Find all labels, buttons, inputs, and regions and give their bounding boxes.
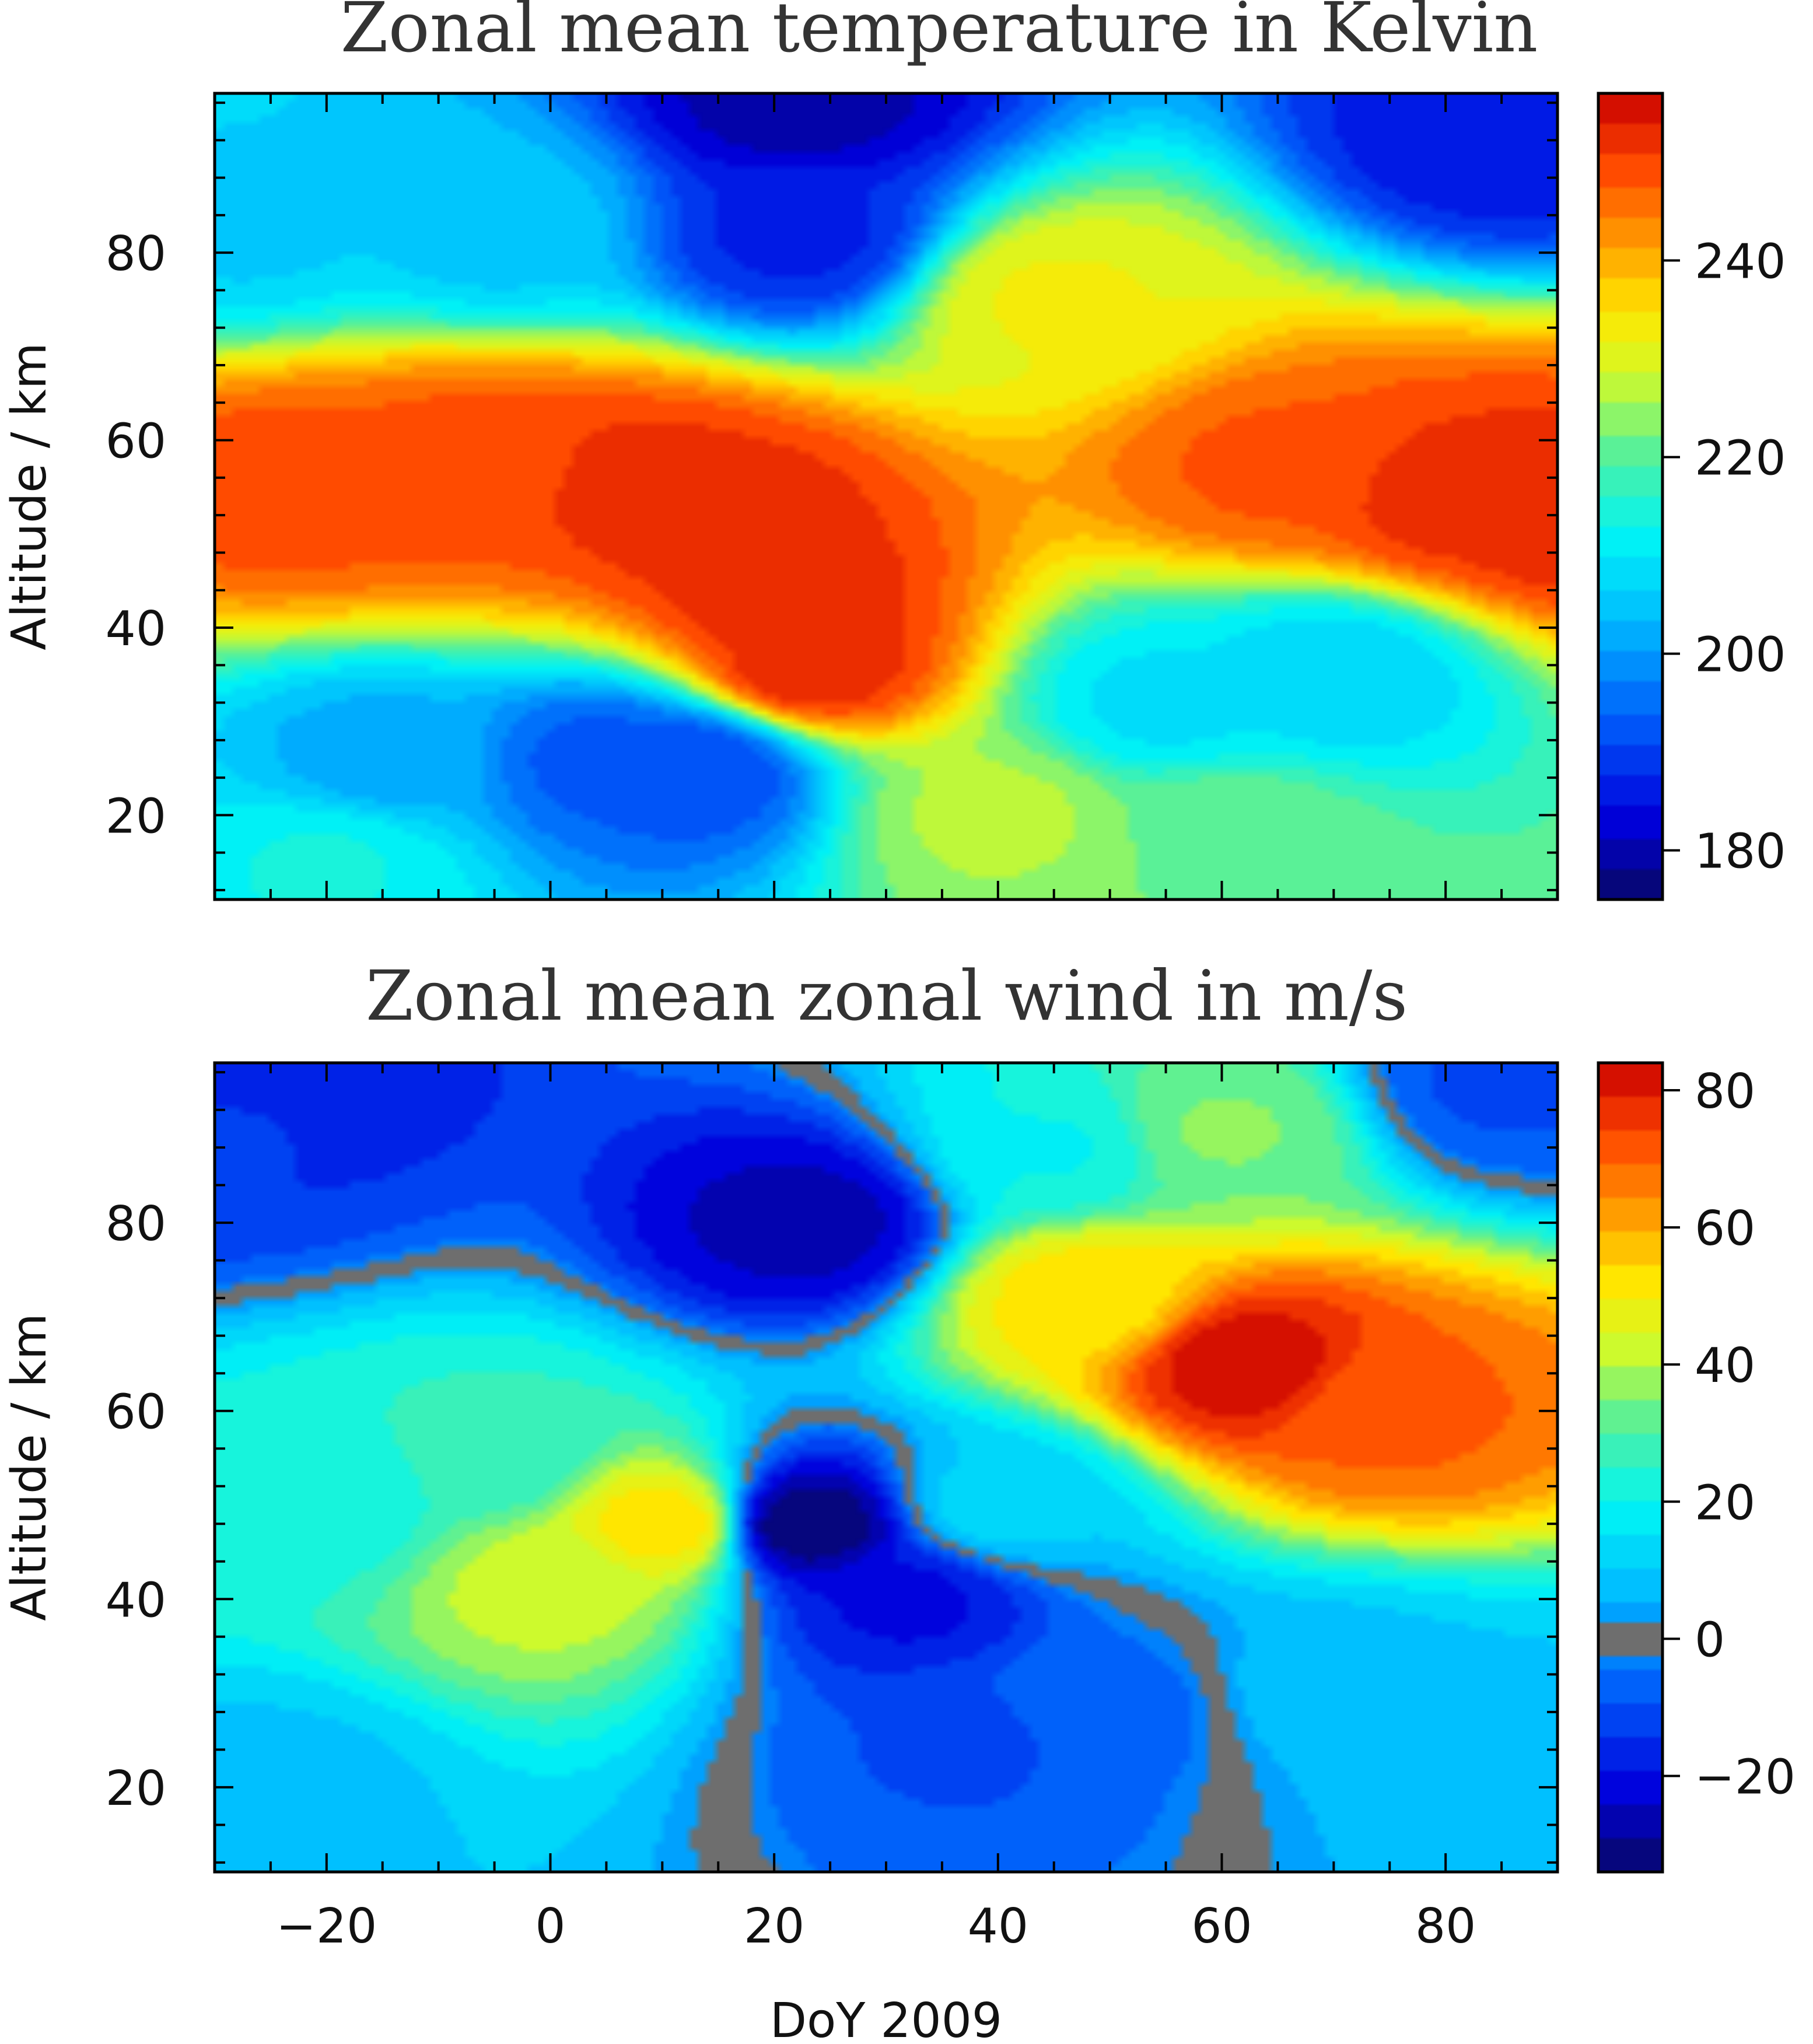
colorbar-tick-label: 220 <box>1695 431 1786 487</box>
x-tick-label: 60 <box>1191 1899 1252 1954</box>
x-axis-label: DoY 2009 <box>770 1993 1002 2044</box>
wind-colorbar-ticks: 0 20 40 60 80 −20 <box>1662 1064 1796 1805</box>
colorbar-tick-label: 60 <box>1695 1201 1755 1256</box>
colorbar-tick-label: 180 <box>1695 824 1786 880</box>
colorbar-tick-label: 240 <box>1695 235 1786 290</box>
x-tick-label: −20 <box>276 1899 377 1954</box>
y-tick-label: 60 <box>106 1385 166 1440</box>
y-tick-label: 60 <box>106 414 166 470</box>
temperature-colorbar-ticks: 180 200 220 240 <box>1662 235 1786 880</box>
temperature-y-tick-labels: 20 40 60 80 <box>106 226 166 844</box>
x-tick-label: 40 <box>968 1899 1028 1954</box>
wind-x-tick-labels: −20 0 20 40 60 80 <box>276 1899 1476 1954</box>
colorbar-tick-label: −20 <box>1695 1749 1796 1805</box>
wind-title: Zonal mean zonal wind in m/s <box>366 956 1408 1036</box>
temperature-panel: Zonal mean temperature in Kelvin 20 40 60 8… <box>2 0 1786 901</box>
x-tick-label: 20 <box>744 1899 804 1954</box>
wind-colorbar <box>1598 1063 1662 1872</box>
colorbar-tick-label: 40 <box>1695 1338 1755 1394</box>
temperature-y-axis-label: Altitude / km <box>2 342 57 650</box>
colorbar-tick-label: 0 <box>1695 1612 1725 1668</box>
temperature-title: Zonal mean temperature in Kelvin <box>341 0 1538 68</box>
y-tick-label: 80 <box>106 1196 166 1252</box>
wind-panel: Zonal mean zonal wind in m/s 20 40 60 80 −2… <box>2 956 1796 2044</box>
temperature-heatmap <box>215 93 1558 900</box>
y-tick-label: 40 <box>106 601 166 657</box>
y-tick-label: 20 <box>106 1761 166 1817</box>
colorbar-tick-label: 200 <box>1695 628 1786 683</box>
x-tick-label: 0 <box>535 1899 565 1954</box>
wind-ticks <box>214 1063 1559 1872</box>
y-tick-label: 40 <box>106 1573 166 1628</box>
wind-colorbar-frame <box>1597 1061 1664 1874</box>
colorbar-tick-label: 20 <box>1695 1475 1755 1531</box>
y-tick-label: 80 <box>106 226 166 282</box>
wind-heatmap <box>215 1063 1558 1872</box>
wind-y-tick-labels: 20 40 60 80 <box>106 1196 166 1817</box>
temperature-colorbar-frame <box>1597 92 1664 901</box>
wind-y-axis-label: Altitude / km <box>2 1313 57 1621</box>
x-tick-label: 80 <box>1415 1899 1476 1954</box>
y-tick-label: 20 <box>106 789 166 844</box>
colorbar-tick-label: 80 <box>1695 1064 1755 1119</box>
temperature-colorbar <box>1598 93 1662 900</box>
temperature-ticks <box>214 93 1559 900</box>
